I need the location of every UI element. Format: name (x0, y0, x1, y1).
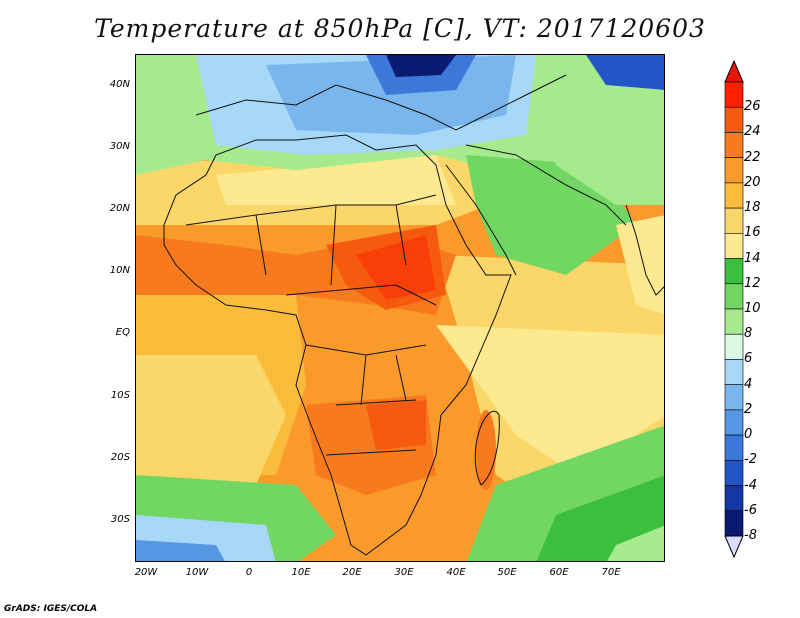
colorbar-label: 0 (744, 427, 753, 443)
colorbar-swatch (724, 333, 744, 360)
colorbar-swatch (724, 460, 744, 486)
lat-label-30n: 30N (109, 141, 130, 152)
colorbar-swatch (724, 485, 744, 512)
field-atlantic-cool (136, 355, 286, 485)
colorbar-swatch (724, 207, 744, 234)
europe-outline (195, 74, 567, 131)
lon-label-60e: 60E (549, 567, 569, 578)
colorbar-label: -4 (744, 477, 757, 493)
field-sahara-cool (216, 155, 456, 205)
lon-label-20w: 20W (134, 567, 158, 578)
colorbar-label: -6 (744, 502, 757, 518)
colorbar-label: 16 (744, 225, 761, 241)
lat-label-10s: 10S (110, 390, 130, 401)
lon-label-70e: 70E (601, 567, 621, 578)
lat-label-40n: 40N (109, 79, 130, 90)
colorbar-label: 2 (744, 401, 753, 417)
lon-label-0: 0 (245, 567, 253, 578)
colorbar-label: 18 (744, 200, 761, 216)
colorbar-bottom-arrow (724, 535, 744, 558)
colorbar-swatch (724, 384, 744, 411)
colorbar-swatch (724, 106, 744, 133)
colorbar-label: 4 (744, 376, 753, 392)
lat-label-eq: EQ (115, 327, 130, 338)
field-coldest (386, 55, 456, 77)
arabia-outline (445, 144, 627, 276)
colorbar-swatch (724, 258, 744, 285)
coastlines (163, 74, 664, 556)
colorbar-top-arrow (724, 60, 744, 83)
colorbar-swatch (724, 409, 744, 436)
colorbar-label: 8 (744, 326, 753, 342)
temperature-field (136, 55, 664, 561)
colorbar-label: 26 (744, 99, 761, 115)
field-indian-ocean-cool (436, 325, 664, 475)
colorbar-swatch (724, 359, 744, 385)
lon-label-30e: 30E (394, 567, 414, 578)
colorbar-label: 12 (744, 275, 761, 291)
colorbar-swatch (724, 283, 744, 310)
colorbar-label: 24 (744, 124, 761, 140)
colorbar-swatch (724, 308, 744, 335)
colorbar (724, 60, 744, 558)
colorbar-label: -8 (744, 528, 757, 543)
chart-title: Temperature at 850hPa [C], VT: 201712060… (94, 14, 706, 43)
colorbar-swatch (724, 233, 744, 259)
lon-label-20e: 20E (342, 567, 362, 578)
lon-label-10e: 10E (291, 567, 311, 578)
colorbar-swatch (724, 434, 744, 461)
colorbar-swatch (724, 81, 744, 108)
grads-credit: GrADS: IGES/COLA (4, 604, 98, 614)
africa-outline (163, 134, 512, 556)
colorbar-label: 22 (744, 149, 761, 165)
colorbar-swatch (724, 132, 744, 158)
colorbar-swatch (724, 157, 744, 184)
country-borders (185, 194, 437, 456)
colorbar-label: 14 (744, 250, 761, 266)
lon-label-10w: 10W (185, 567, 209, 578)
field-south-atlantic-cold (136, 540, 225, 561)
colorbar-label: -2 (744, 452, 757, 468)
madagascar-outline (474, 410, 500, 486)
temperature-map (135, 54, 665, 562)
colorbar-label: 6 (744, 351, 753, 367)
field-madagascar (476, 410, 496, 490)
india-outline (625, 204, 664, 296)
lon-label-40e: 40E (446, 567, 466, 578)
lat-label-20n: 20N (109, 203, 130, 214)
field-sahel-peak (356, 235, 436, 300)
field-central-asia-cold (586, 55, 664, 90)
colorbar-swatch (724, 182, 744, 209)
colorbar-label: 10 (744, 301, 761, 316)
lat-label-30s: 30S (110, 514, 130, 525)
field-zambia-hot (366, 400, 426, 450)
colorbar-label: 20 (744, 174, 761, 190)
colorbar-swatch (724, 510, 744, 537)
lat-label-10n: 10N (109, 265, 130, 276)
lat-label-20s: 20S (110, 452, 130, 463)
field-india (616, 215, 664, 315)
field-south-indian-cool (607, 525, 664, 561)
field-iran (536, 105, 664, 205)
lon-label-50e: 50E (497, 567, 517, 578)
